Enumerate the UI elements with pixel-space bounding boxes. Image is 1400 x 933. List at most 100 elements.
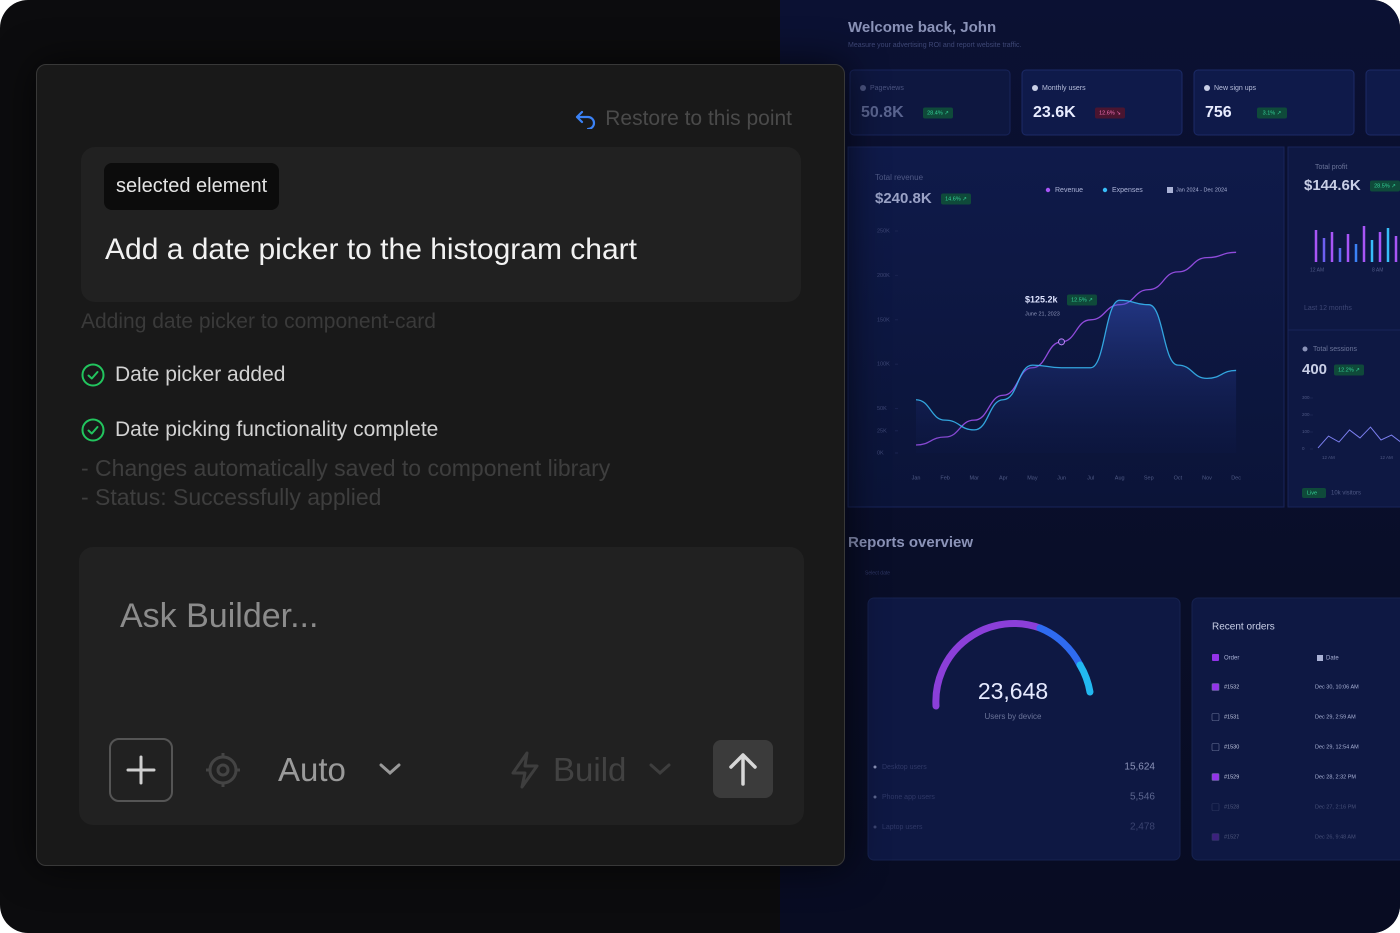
sessions-card [1287, 329, 1400, 508]
status-text: Adding date picker to component-card [81, 310, 436, 333]
y-tick-label: 0 [1302, 446, 1305, 451]
legend-label: Expenses [1112, 187, 1143, 194]
order-date: Dec 26, 9:48 AM [1315, 834, 1356, 840]
y-tick-label: 250K [877, 228, 890, 234]
add-button[interactable] [109, 738, 173, 802]
target-icon[interactable] [203, 750, 243, 790]
order-date: Dec 30, 10:06 AM [1315, 684, 1359, 690]
device-name: Phone app users [882, 794, 935, 801]
order-date: Dec 28, 2:32 PM [1315, 774, 1356, 780]
input-placeholder[interactable]: Ask Builder... [120, 597, 319, 635]
order-id: #1528 [1224, 804, 1239, 810]
stat-label: Pageviews [870, 85, 904, 92]
calendar-icon [1317, 655, 1323, 661]
mode-select[interactable]: Auto [278, 751, 346, 788]
stat-card [1021, 69, 1183, 136]
x-tick-label: Aug [1115, 475, 1125, 481]
orders-title: Recent orders [1212, 622, 1275, 633]
build-button[interactable]: Build [553, 751, 627, 788]
step-label: Date picking functionality complete [115, 418, 439, 441]
checkbox [1211, 803, 1220, 811]
legend-marker [1045, 187, 1051, 193]
stat-value: 756 [1205, 104, 1232, 121]
order-date: Dec 29, 12:54 AM [1315, 744, 1359, 750]
y-tick-label: 200K [877, 273, 890, 279]
checkbox [1211, 713, 1220, 721]
checkbox [1211, 773, 1220, 781]
badge: 28.4% ↗ [927, 110, 949, 116]
device-name: Desktop users [882, 764, 927, 771]
checkbox [1211, 743, 1220, 751]
filter-label: Select date [865, 570, 890, 576]
device-dot [873, 765, 877, 769]
dashboard-title: Welcome back, John [848, 19, 996, 36]
order-id: #1529 [1224, 774, 1239, 780]
x-tick-label: Jul [1087, 475, 1094, 481]
y-tick-label: 150K [877, 317, 890, 323]
input-card: Ask Builder... Auto Build [79, 547, 804, 825]
stat-card [849, 69, 1011, 136]
device-value: 2,478 [1130, 822, 1155, 833]
device-value: 15,624 [1124, 762, 1155, 773]
gauge-label: Users by device [985, 712, 1042, 721]
order-date: Dec 27, 2:16 PM [1315, 804, 1356, 810]
x-tick-label: Dec [1231, 475, 1241, 481]
stat-value: 23.6K [1033, 104, 1076, 121]
chevron-icon [379, 763, 401, 776]
undo-icon [576, 110, 596, 129]
hover-point [1058, 338, 1065, 346]
note-text: - Status: Successfully applied [81, 484, 382, 510]
dashboard-subtitle: Measure your advertising ROI and report … [848, 42, 1021, 49]
y-tick-label: 200 [1302, 412, 1310, 417]
series-line [915, 299, 1237, 431]
badge: 12.6% ↘ [1099, 110, 1121, 116]
plus-icon [126, 755, 156, 785]
prompt-text: Add a date picker to the histogram chart [105, 233, 637, 266]
stat-label: Monthly users [1042, 85, 1086, 92]
date-range: Jan 2024 - Dec 2024 [1176, 187, 1227, 193]
step-item: Date picking functionality complete [81, 418, 438, 442]
badge: 12.2% ↗ [1338, 367, 1360, 373]
section-title: Reports overview [848, 534, 973, 551]
prompt-card: selected element Add a date picker to th… [81, 147, 801, 302]
sessions-icon [1302, 346, 1308, 352]
step-label: Date picker added [115, 363, 286, 386]
device-name: Laptop users [882, 824, 923, 831]
series-line [915, 251, 1237, 446]
badge: 3.1% ↗ [1263, 110, 1282, 116]
check-icon [81, 363, 105, 387]
device-gauge [932, 620, 1094, 710]
chevron-icon [649, 763, 671, 776]
x-tick-label: 12 AM [1380, 455, 1393, 460]
restore-button[interactable]: Restore to this point [575, 107, 792, 131]
y-tick-label: 100K [877, 362, 890, 368]
x-tick-label: Feb [940, 475, 949, 481]
column-header: Order [1224, 656, 1239, 662]
check-icon [81, 418, 105, 442]
badge-bg [1095, 107, 1125, 119]
live-bg [1302, 488, 1326, 498]
y-tick-label: 50K [877, 406, 887, 412]
bolt-icon [511, 751, 539, 789]
sessions-title: Total sessions [1313, 346, 1357, 353]
order-id: #1530 [1224, 744, 1239, 750]
sessions-value: 400 [1302, 361, 1327, 378]
builder-panel: Restore to this point selected element A… [36, 64, 845, 866]
checkbox [1211, 683, 1220, 691]
stat-label: New sign ups [1214, 85, 1257, 92]
badge: 28.5% ↗ [1374, 183, 1396, 189]
column-header: Date [1326, 656, 1339, 662]
order-id: #1531 [1224, 714, 1239, 720]
stat-card [1193, 69, 1355, 136]
step-item: Date picker added [81, 363, 285, 387]
live-label: Live [1307, 490, 1317, 496]
profit-bars [1314, 226, 1398, 262]
stat-icon [1204, 85, 1210, 91]
badge-bg [941, 193, 971, 205]
checkbox [1212, 654, 1219, 661]
x-tick-label: Jun [1057, 475, 1066, 481]
order-id: #1527 [1224, 834, 1239, 840]
send-button[interactable] [713, 740, 773, 798]
